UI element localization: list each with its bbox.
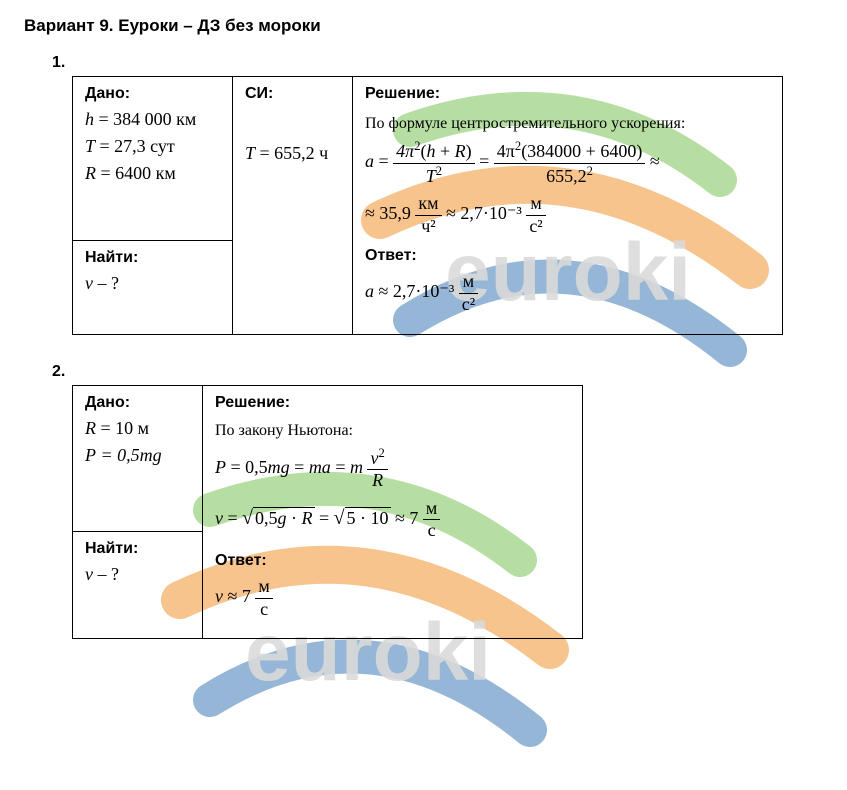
solution-label: Решение: bbox=[215, 394, 570, 412]
find-label: Найти: bbox=[85, 540, 190, 558]
solution-intro: По закону Ньютона: bbox=[215, 422, 570, 440]
problem-number: 1. bbox=[52, 54, 823, 72]
problem-2-table: Дано: R = 10 м P = 0,5mg Решение: По зак… bbox=[72, 385, 583, 640]
si-label: СИ: bbox=[245, 85, 340, 103]
formula: v = √0,5g · R = √5 · 10 ≈ 7 мс bbox=[215, 498, 570, 542]
result-line: ≈ 35,9 кмч² ≈ 2,7·10⁻³ мс² bbox=[365, 193, 770, 237]
problem-number: 2. bbox=[52, 363, 823, 381]
formula: P = 0,5mg = ma = m v2R bbox=[215, 446, 570, 492]
page-title: Вариант 9. Еуроки – ДЗ без мороки bbox=[24, 16, 823, 36]
formula: a = 4π2(h + R)T2 = 4π2(384000 + 6400)655… bbox=[365, 139, 770, 187]
given-label: Дано: bbox=[85, 85, 220, 103]
answer-label: Ответ: bbox=[365, 247, 770, 265]
answer-label: Ответ: bbox=[215, 552, 570, 570]
given-label: Дано: bbox=[85, 394, 190, 412]
solution-label: Решение: bbox=[365, 85, 770, 103]
answer-line: a ≈ 2,7·10⁻³ мс² bbox=[365, 271, 770, 315]
find-label: Найти: bbox=[85, 249, 220, 267]
problem-1-table: Дано: h = 384 000 км T = 27,3 сут R = 64… bbox=[72, 76, 783, 335]
solution-intro: По формуле центростремительного ускорени… bbox=[365, 115, 770, 133]
answer-line: v ≈ 7 мс bbox=[215, 576, 570, 620]
